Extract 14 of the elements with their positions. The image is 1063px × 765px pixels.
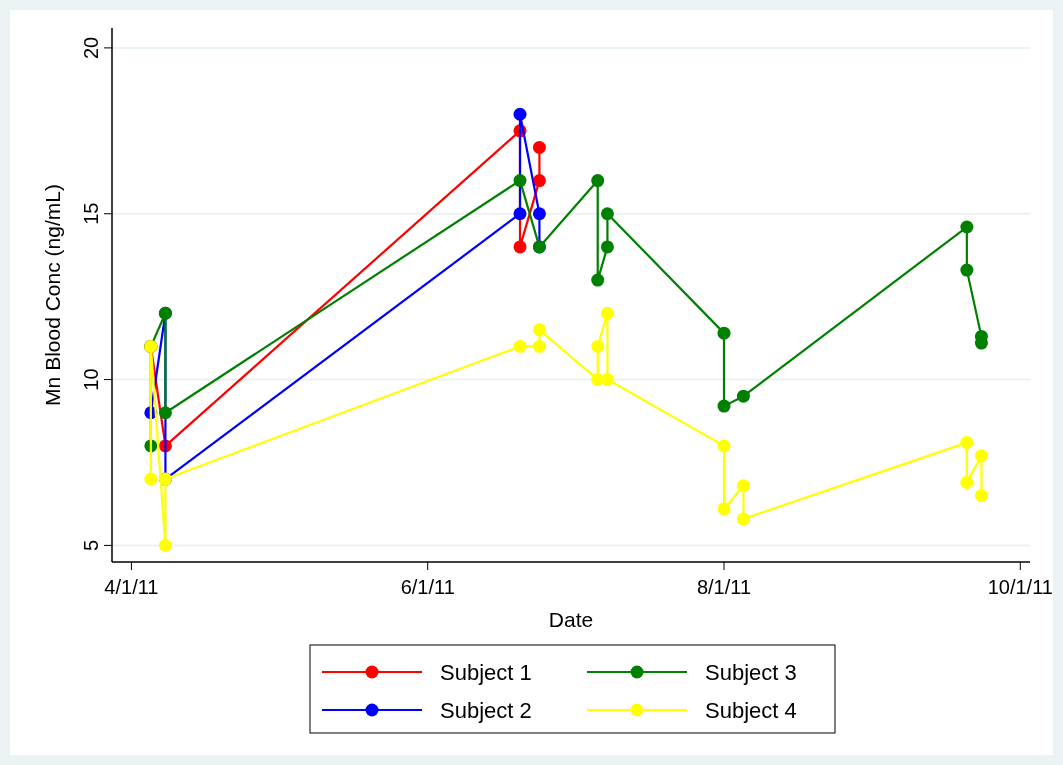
x-axis-title: Date (548, 608, 594, 631)
legend-label: Subject 2 (440, 698, 532, 723)
x-tick-label: 8/1/11 (696, 576, 752, 598)
legend-label: Subject 3 (705, 660, 797, 685)
x-tick-label: 6/1/11 (400, 576, 455, 598)
x-tick-label: 10/1/11 (987, 576, 1053, 598)
y-tick-label: 10 (80, 368, 102, 391)
y-tick-label: 15 (80, 202, 102, 225)
y-tick-label: 5 (80, 539, 102, 551)
y-tick-label: 20 (80, 36, 102, 60)
x-tick-label: 4/1/11 (104, 576, 159, 598)
legend-label: Subject 1 (440, 660, 532, 685)
y-axis-title: Mn Blood Conc (ng/mL) (41, 184, 64, 406)
legend-label: Subject 4 (705, 698, 797, 723)
